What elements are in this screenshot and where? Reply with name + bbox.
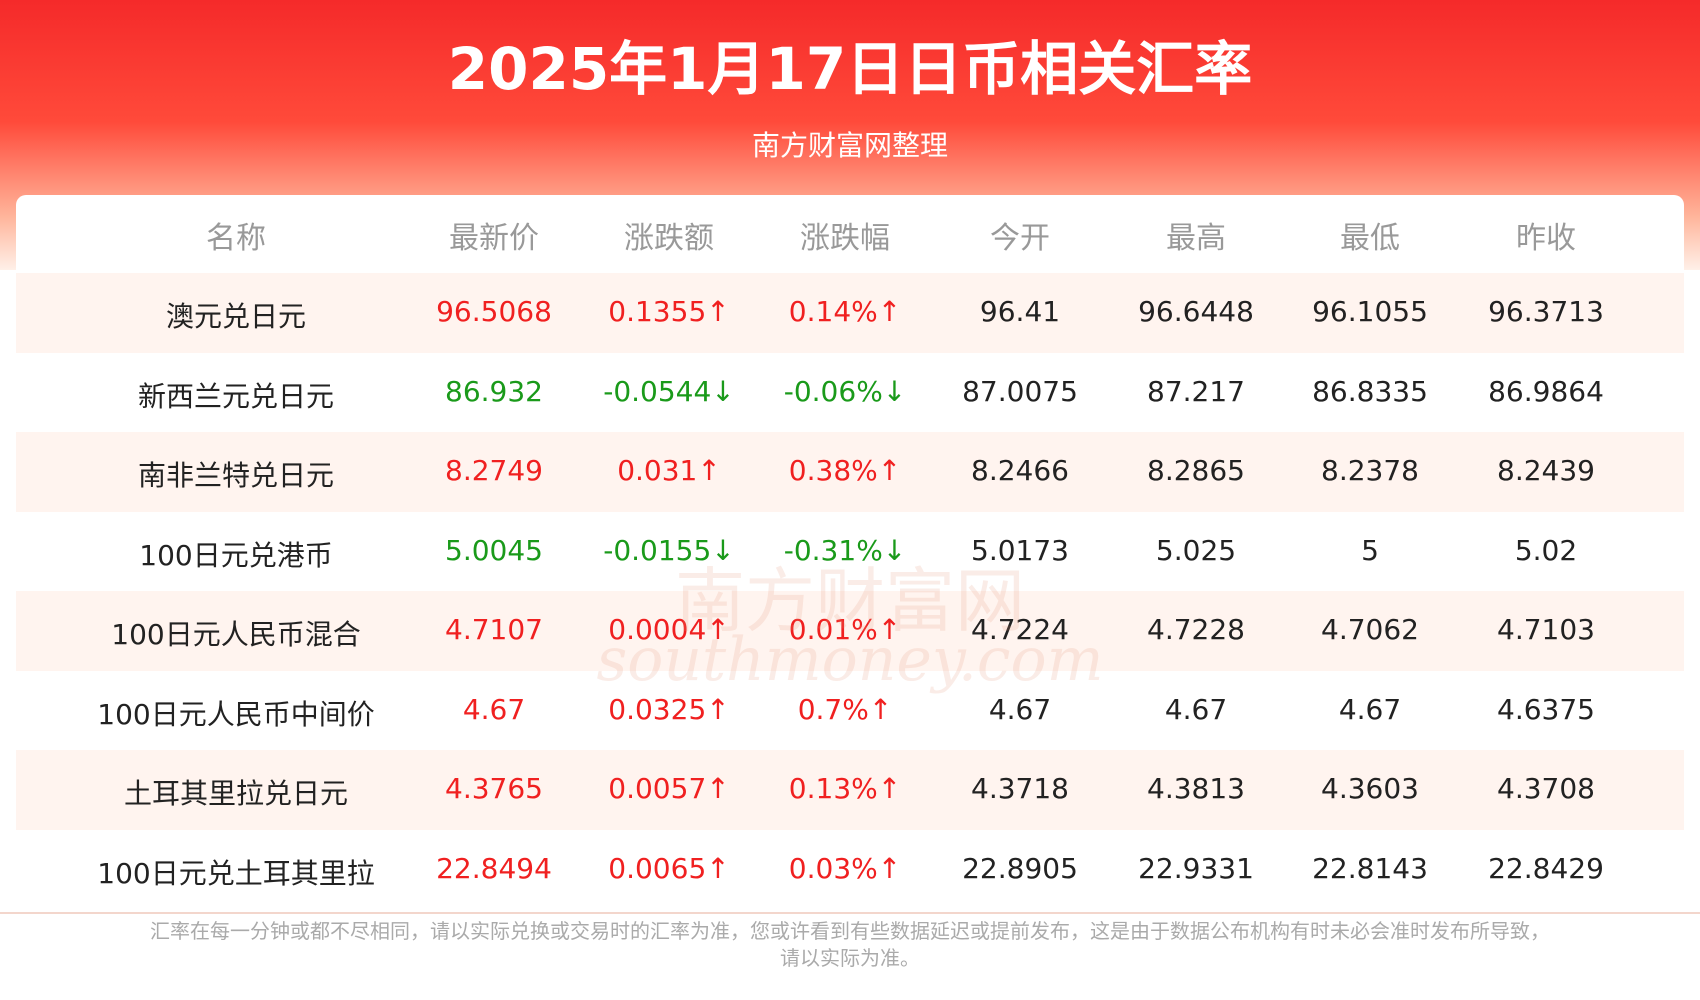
cell-value: 0.01%↑ xyxy=(788,613,902,646)
row-name: 100日元人民币中间价 xyxy=(97,697,375,731)
cell-value: 0.13%↑ xyxy=(788,772,902,805)
cell-value: 0.14%↑ xyxy=(788,295,902,328)
column-header: 昨收 xyxy=(1516,221,1576,256)
cell-value: 22.8905 xyxy=(962,851,1078,885)
cell-value: 0.7%↑ xyxy=(797,692,893,726)
cell-value: 4.3708 xyxy=(1497,772,1595,805)
watermark: 南方财富网 xyxy=(675,560,1025,642)
cell-value: 86.932 xyxy=(445,374,543,408)
cell-value: 0.0057↑ xyxy=(608,772,730,805)
cell-value: 87.217 xyxy=(1147,374,1245,408)
cell-value: 86.8335 xyxy=(1312,374,1428,408)
row-name: 南非兰特兑日元 xyxy=(137,459,335,492)
cell-value: 22.8494 xyxy=(436,851,552,885)
cell-value: 22.8143 xyxy=(1312,851,1428,885)
cell-value: 8.2865 xyxy=(1147,454,1245,487)
cell-value: 4.7228 xyxy=(1147,613,1245,646)
column-header: 涨跌额 xyxy=(624,221,714,256)
cell-value: 5.02 xyxy=(1514,533,1578,567)
row-background xyxy=(16,750,1684,830)
cell-value: 86.9864 xyxy=(1488,374,1604,408)
row-name: 100日元兑土耳其里拉 xyxy=(97,856,375,890)
cell-value: 0.0065↑ xyxy=(608,851,730,885)
cell-value: 5.025 xyxy=(1155,533,1237,567)
cell-value: 22.8429 xyxy=(1488,851,1604,885)
row-background xyxy=(16,591,1684,671)
cell-value: 4.3603 xyxy=(1321,772,1419,805)
cell-value: 5.0045 xyxy=(445,533,543,567)
cell-value: 8.2466 xyxy=(971,454,1069,487)
column-header: 今开 xyxy=(990,221,1050,256)
cell-value: 4.7107 xyxy=(445,613,543,646)
row-name: 土耳其里拉兑日元 xyxy=(123,777,349,810)
title: 2025年1月17日日币相关汇率 xyxy=(447,35,1253,103)
cell-value: 4.67 xyxy=(1338,692,1402,726)
cell-value: 4.3718 xyxy=(971,772,1069,805)
cell-value: 5 xyxy=(1361,533,1379,567)
cell-value: 4.6375 xyxy=(1497,692,1595,726)
column-header: 涨跌幅 xyxy=(800,221,890,256)
cell-value: -0.31%↓ xyxy=(783,533,907,567)
cell-value: 4.3765 xyxy=(445,772,543,805)
cell-value: 4.67 xyxy=(1164,692,1228,726)
footnote: 汇率在每一分钟或都不尽相同，请以实际兑换或交易时的汇率为准，您或许看到有些数据延… xyxy=(150,919,1550,943)
column-header: 最高 xyxy=(1166,221,1226,256)
cell-value: -0.0155↓ xyxy=(603,533,735,567)
cell-value: -0.0544↓ xyxy=(603,374,735,408)
row-name: 澳元兑日元 xyxy=(165,300,307,333)
cell-value: 96.1055 xyxy=(1312,295,1428,328)
cell-value: 0.0004↑ xyxy=(608,613,730,646)
cell-value: 5.0173 xyxy=(971,533,1069,567)
watermark: southmoney.com xyxy=(596,625,1104,695)
cell-value: 96.5068 xyxy=(436,295,552,328)
cell-value: 4.3813 xyxy=(1147,772,1245,805)
row-background xyxy=(16,432,1684,512)
column-header: 最低 xyxy=(1340,221,1400,256)
row-name: 新西兰元兑日元 xyxy=(137,379,335,413)
cell-value: -0.06%↓ xyxy=(783,374,907,408)
row-name: 100日元人民币混合 xyxy=(111,618,361,651)
cell-value: 96.3713 xyxy=(1488,295,1604,328)
cell-value: 0.0325↑ xyxy=(608,692,730,726)
cell-value: 0.03%↑ xyxy=(788,851,902,885)
row-background xyxy=(16,273,1684,353)
cell-value: 4.67 xyxy=(462,692,526,726)
column-header: 名称 xyxy=(206,221,266,256)
cell-value: 96.41 xyxy=(979,295,1061,328)
footnote: 请以实际为准。 xyxy=(780,946,920,970)
subtitle: 南方财富网整理 xyxy=(751,129,948,162)
cell-value: 96.6448 xyxy=(1138,295,1254,328)
cell-value: 4.67 xyxy=(988,692,1052,726)
cell-value: 0.38%↑ xyxy=(788,454,902,487)
cell-value: 4.7103 xyxy=(1497,613,1595,646)
cell-value: 8.2439 xyxy=(1497,454,1595,487)
cell-value: 4.7062 xyxy=(1321,613,1419,646)
cell-value: 22.9331 xyxy=(1138,851,1254,885)
column-header: 最新价 xyxy=(449,221,539,256)
row-name: 100日元兑港币 xyxy=(139,538,333,572)
cell-value: 8.2749 xyxy=(445,454,543,487)
cell-value: 8.2378 xyxy=(1321,454,1419,487)
cell-value: 87.0075 xyxy=(962,374,1078,408)
cell-value: 0.031↑ xyxy=(617,454,721,487)
cell-value: 0.1355↑ xyxy=(608,295,730,328)
divider xyxy=(0,912,1700,914)
cell-value: 4.7224 xyxy=(971,613,1069,646)
